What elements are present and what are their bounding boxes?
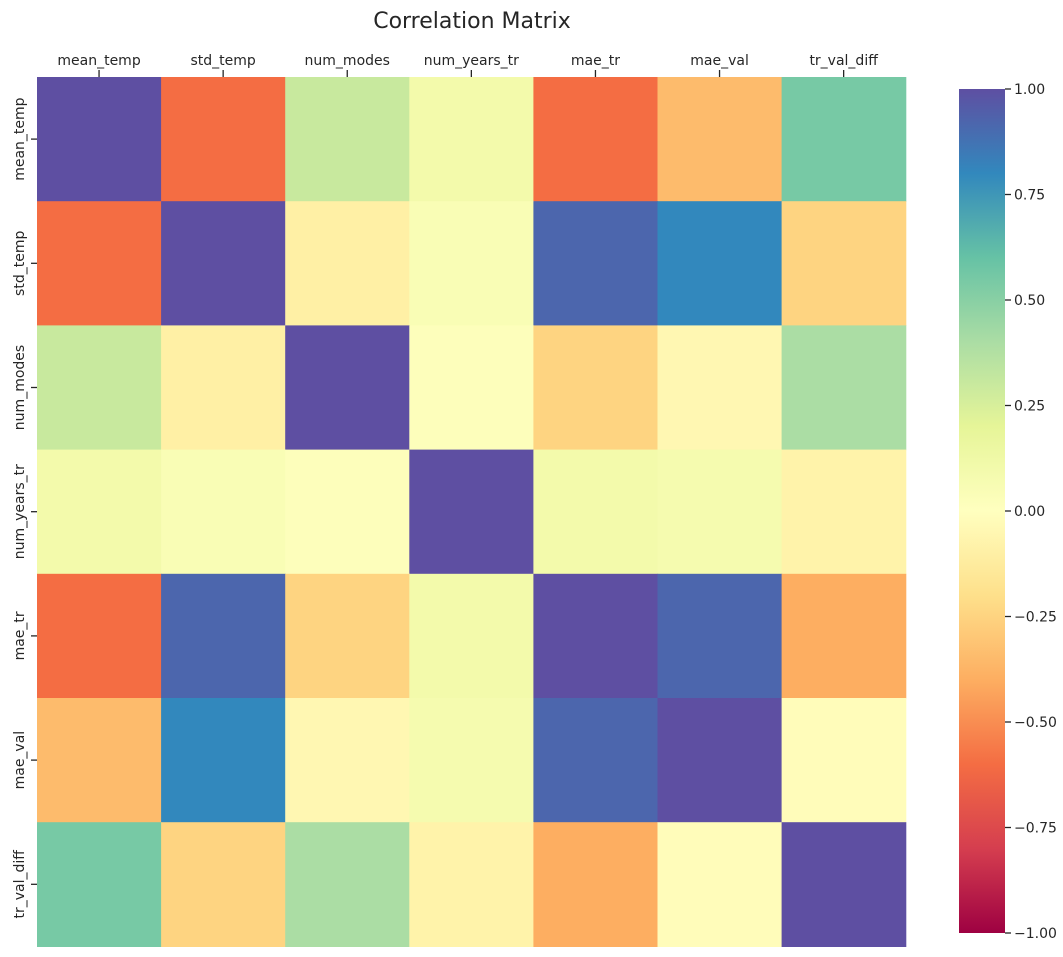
colorbar: 1.00 0.75 0.50 0.25 0.00 −0.25 −0.50 −0.75 −1.00 — [959, 82, 1057, 942]
heatmap-cell-mae_tr-mae_val — [657, 573, 783, 699]
heatmap-cell-num_modes-mae_tr — [533, 325, 659, 451]
x-tick-label-num_years_tr: num_years_tr — [424, 53, 519, 69]
heatmap-cell-std_temp-tr_val_diff — [781, 201, 907, 326]
y-tick-label-mean_temp: mean_temp — [12, 97, 28, 180]
heatmap-cell-std_temp-mean_temp — [37, 201, 162, 326]
heatmap-cell-std_temp-std_temp — [161, 201, 286, 326]
x-tick-label-std_temp: std_temp — [191, 53, 256, 69]
colorbar-tick-label: 1.00 — [1014, 82, 1045, 98]
y-tick-label-num_years_tr: num_years_tr — [12, 464, 28, 559]
heatmap-cell-num_years_tr-tr_val_diff — [781, 449, 907, 575]
x-tick-label-num_modes: num_modes — [305, 53, 390, 69]
heatmap-cell-mean_temp-num_years_tr — [409, 77, 534, 202]
y-tick-label-mae_val: mae_val — [12, 731, 28, 790]
heatmap-cell-mae_val-mean_temp — [37, 698, 162, 823]
heatmap-cell-num_modes-tr_val_diff — [781, 325, 907, 451]
heatmap-cell-num_modes-num_modes — [285, 325, 410, 451]
x-tick-label-tr_val_diff: tr_val_diff — [809, 53, 878, 69]
heatmap-cell-tr_val_diff-std_temp — [161, 822, 286, 947]
heatmap-cell-mean_temp-mae_val — [657, 77, 783, 202]
heatmap-cell-std_temp-mae_tr — [533, 201, 659, 326]
heatmap-cell-tr_val_diff-tr_val_diff — [781, 822, 907, 947]
heatmap-cell-num_modes-std_temp — [161, 325, 286, 451]
colorbar-tick-label: 0.00 — [1014, 504, 1045, 520]
heatmap-cell-mae_tr-num_years_tr — [409, 573, 534, 699]
heatmap-cell-num_years_tr-mean_temp — [37, 449, 162, 575]
heatmap-cell-tr_val_diff-num_years_tr — [409, 822, 534, 947]
heatmap-cell-tr_val_diff-num_modes — [285, 822, 410, 947]
y-tick-label-tr_val_diff: tr_val_diff — [12, 850, 28, 919]
x-axis: mean_temp std_temp num_modes num_years_tr ma… — [57, 53, 878, 77]
x-tick-label-mae_tr: mae_tr — [571, 53, 620, 69]
colorbar-tick-label: 0.50 — [1014, 293, 1045, 309]
heatmap-cell-mae_val-num_years_tr — [409, 698, 534, 823]
y-axis: mean_temp std_temp num_modes num_years_trma… — [12, 97, 37, 919]
heatmap-cell-tr_val_diff-mae_tr — [533, 822, 659, 947]
y-tick-label-std_temp: std_temp — [12, 231, 28, 296]
heatmap-cell-mean_temp-mean_temp — [37, 77, 162, 202]
heatmap-cell-std_temp-mae_val — [657, 201, 783, 326]
heatmap-cell-mae_tr-mae_tr — [533, 573, 659, 699]
x-tick-label-mae_val: mae_val — [690, 53, 749, 69]
heatmap-cell-mean_temp-std_temp — [161, 77, 286, 202]
heatmap-cell-mean_temp-num_modes — [285, 77, 410, 202]
heatmap-cells — [37, 77, 907, 947]
heatmap-cell-tr_val_diff-mae_val — [657, 822, 783, 947]
colorbar-tick-label: −0.75 — [1014, 821, 1057, 837]
colorbar-tick-label: 0.25 — [1014, 399, 1045, 415]
heatmap-cell-mae_val-tr_val_diff — [781, 698, 907, 823]
heatmap-cell-num_years_tr-mae_tr — [533, 449, 659, 575]
heatmap-cell-mae_tr-mean_temp — [37, 573, 162, 699]
heatmap-cell-mae_val-num_modes — [285, 698, 410, 823]
heatmap-cell-mean_temp-mae_tr — [533, 77, 659, 202]
heatmap-cell-num_modes-num_years_tr — [409, 325, 534, 451]
chart-title: Correlation Matrix — [373, 9, 571, 34]
heatmap-cell-num_years_tr-mae_val — [657, 449, 783, 575]
heatmap-cell-num_modes-mean_temp — [37, 325, 162, 451]
colorbar-gradient — [959, 89, 1005, 933]
heatmap-cell-std_temp-num_years_tr — [409, 201, 534, 326]
heatmap-cell-mae_tr-tr_val_diff — [781, 573, 907, 699]
y-tick-label-mae_tr: mae_tr — [12, 611, 28, 660]
heatmap-cell-mae_val-std_temp — [161, 698, 286, 823]
colorbar-tick-label: −0.25 — [1014, 610, 1057, 626]
heatmap-cell-mae_val-mae_val — [657, 698, 783, 823]
heatmap-cell-num_modes-mae_val — [657, 325, 783, 451]
heatmap-cell-num_years_tr-num_modes — [285, 449, 410, 575]
heatmap-cell-num_years_tr-num_years_tr — [409, 449, 534, 575]
heatmap-cell-std_temp-num_modes — [285, 201, 410, 326]
heatmap-cell-mae_tr-std_temp — [161, 573, 286, 699]
heatmap-cell-mean_temp-tr_val_diff — [781, 77, 907, 202]
heatmap-cell-tr_val_diff-mean_temp — [37, 822, 162, 947]
heatmap-cell-mae_tr-num_modes — [285, 573, 410, 699]
colorbar-tick-label: 0.75 — [1014, 188, 1045, 204]
colorbar-tick-label: −0.50 — [1014, 715, 1057, 731]
heatmap-cell-num_years_tr-std_temp — [161, 449, 286, 575]
x-tick-label-mean_temp: mean_temp — [57, 53, 140, 69]
y-tick-label-num_modes: num_modes — [12, 345, 28, 430]
colorbar-tick-label: −1.00 — [1014, 926, 1057, 942]
heatmap-cell-mae_val-mae_tr — [533, 698, 659, 823]
